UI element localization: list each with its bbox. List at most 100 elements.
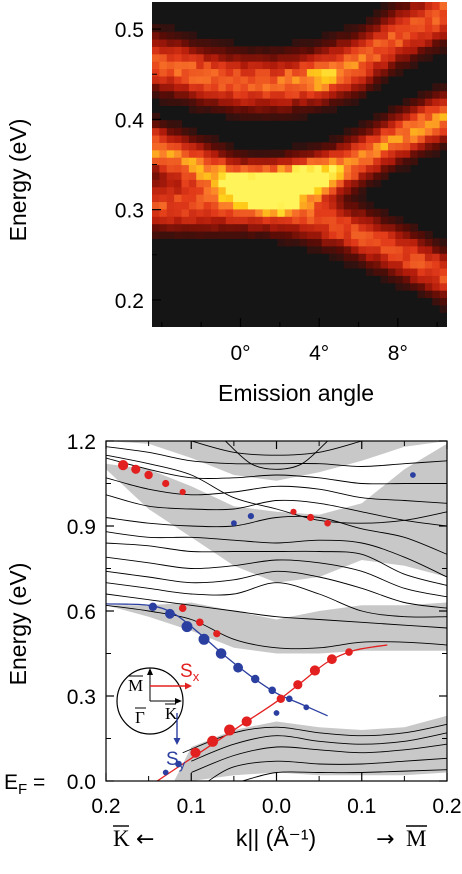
heatmap-cell bbox=[395, 216, 404, 225]
heatmap-cell bbox=[233, 112, 242, 121]
heatmap-cell bbox=[166, 171, 175, 180]
heatmap-cell bbox=[292, 38, 301, 47]
heatmap-cell bbox=[277, 149, 286, 158]
heatmap-cell bbox=[240, 149, 249, 158]
heatmap-cell bbox=[373, 149, 382, 158]
spin-dot bbox=[286, 695, 293, 703]
heatmap-cell bbox=[292, 142, 301, 151]
heatmap-cell bbox=[181, 75, 190, 84]
heatmap-cell bbox=[314, 61, 323, 70]
heatmap-cell bbox=[329, 61, 337, 70]
heatmap-cell bbox=[321, 53, 330, 62]
heatmap-cell bbox=[358, 127, 367, 136]
heatmap-cell bbox=[196, 216, 205, 225]
heatmap-cell bbox=[292, 223, 301, 232]
heatmap-cell bbox=[203, 216, 212, 225]
heatmap-cell bbox=[188, 216, 197, 225]
heatmap-cell bbox=[329, 134, 337, 143]
heatmap-cell bbox=[299, 171, 308, 180]
heatmap-cell bbox=[365, 157, 374, 166]
heatmap-cell bbox=[270, 164, 278, 173]
heatmap-cell bbox=[424, 245, 433, 254]
heatmap-cell bbox=[417, 238, 426, 247]
heatmap-cell bbox=[314, 75, 323, 84]
heatmap-cell bbox=[417, 282, 426, 291]
heatmap-cell bbox=[314, 201, 323, 210]
spin-dot bbox=[345, 648, 353, 656]
heatmap-cell bbox=[299, 179, 308, 188]
heatmap-cell bbox=[233, 149, 242, 158]
heatmap-cell bbox=[410, 53, 419, 62]
heatmap-cell bbox=[247, 112, 256, 121]
heatmap-cell bbox=[211, 46, 219, 55]
heatmap-cell bbox=[432, 253, 441, 262]
heatmap-cell bbox=[188, 134, 197, 143]
heatmap-cell bbox=[432, 282, 441, 291]
heatmap-cell bbox=[188, 61, 197, 70]
heatmap-cell bbox=[373, 230, 382, 239]
heatmap-cell bbox=[351, 223, 360, 232]
sx-arrowhead bbox=[185, 682, 192, 690]
heatmap-cell bbox=[417, 31, 426, 40]
heatmap-cell bbox=[181, 186, 190, 195]
heatmap-cell bbox=[181, 38, 190, 47]
heatmap-cell bbox=[181, 127, 190, 136]
spin-dot bbox=[241, 716, 252, 727]
heatmap-cell bbox=[166, 194, 175, 203]
heatmap-cell bbox=[306, 98, 315, 107]
heatmap-cell bbox=[233, 164, 242, 173]
heatmap-cell bbox=[188, 46, 197, 55]
heatmap-cell bbox=[424, 260, 433, 269]
heatmap-cell bbox=[439, 260, 447, 269]
heatmap-cell bbox=[373, 253, 382, 262]
heatmap-cell bbox=[321, 171, 330, 180]
heatmap-cell bbox=[321, 83, 330, 92]
top-y-tick-label: 0.2 bbox=[115, 290, 144, 313]
heatmap-cell bbox=[211, 157, 219, 166]
heatmap-cell bbox=[380, 171, 389, 180]
heatmap-cell bbox=[417, 142, 426, 151]
heatmap-cell bbox=[211, 223, 219, 232]
heatmap-cell bbox=[233, 98, 242, 107]
heatmap-cell bbox=[218, 194, 227, 203]
heatmap-cell bbox=[196, 134, 205, 143]
heatmap-cell bbox=[432, 2, 441, 10]
heatmap-cell bbox=[373, 171, 382, 180]
heatmap-cell bbox=[365, 61, 374, 70]
heatmap-cell bbox=[417, 120, 426, 129]
heatmap-cell bbox=[299, 223, 308, 232]
heatmap-cell bbox=[417, 127, 426, 136]
heatmap-cell bbox=[203, 201, 212, 210]
heatmap-cell bbox=[417, 260, 426, 269]
heatmap-cell bbox=[402, 245, 411, 254]
heatmap-cell bbox=[358, 201, 367, 210]
heatmap-cell bbox=[439, 38, 447, 47]
heatmap-cell bbox=[247, 201, 256, 210]
x-axis-label-group: K ← k|| (Å⁻¹) → M bbox=[113, 824, 427, 852]
heatmap-cell bbox=[299, 112, 308, 121]
heatmap-cell bbox=[152, 75, 160, 84]
heatmap-cell bbox=[203, 149, 212, 158]
spin-dot bbox=[247, 513, 254, 520]
heatmap-cell bbox=[270, 75, 278, 84]
heatmap-cell bbox=[424, 275, 433, 284]
heatmap-cell bbox=[402, 253, 411, 262]
heatmap-cell bbox=[196, 68, 205, 77]
heatmap-cell bbox=[402, 275, 411, 284]
heatmap-cell bbox=[233, 53, 242, 62]
heatmap-cell bbox=[159, 194, 168, 203]
heatmap-cell bbox=[388, 223, 396, 232]
heatmap-cell bbox=[181, 171, 190, 180]
heatmap-cell bbox=[181, 134, 190, 143]
heatmap-cell bbox=[439, 83, 447, 92]
heatmap-cell bbox=[358, 31, 367, 40]
heatmap-cell bbox=[218, 142, 227, 151]
heatmap-cell bbox=[203, 61, 212, 70]
heatmap-cell bbox=[203, 134, 212, 143]
bottom-x-tick-label: 0.2 bbox=[91, 795, 120, 818]
heatmap-cell bbox=[410, 230, 419, 239]
spin-dot bbox=[196, 618, 204, 627]
heatmap-cell bbox=[439, 267, 447, 276]
inset-gamma-label: Γ bbox=[135, 708, 145, 727]
heatmap-cell bbox=[152, 186, 160, 195]
